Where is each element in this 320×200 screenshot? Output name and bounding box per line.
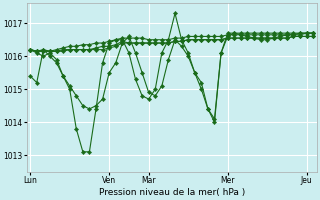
X-axis label: Pression niveau de la mer( hPa ): Pression niveau de la mer( hPa ) (99, 188, 245, 197)
